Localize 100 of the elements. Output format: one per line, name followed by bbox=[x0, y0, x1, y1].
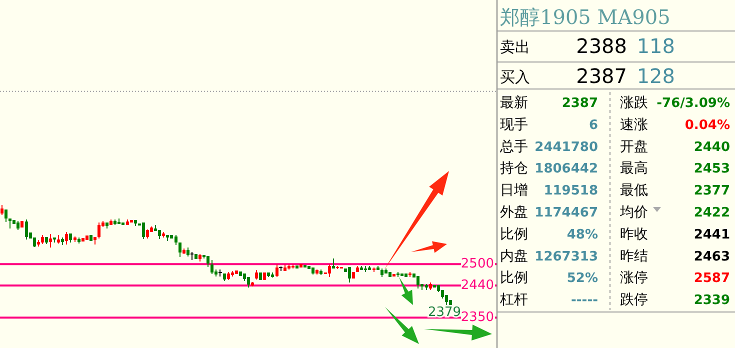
text: 1174467 bbox=[534, 206, 598, 220]
candlestick bbox=[206, 256, 210, 268]
candlestick bbox=[275, 264, 278, 278]
candlestick bbox=[400, 273, 404, 276]
text: -76/3.09% bbox=[656, 96, 730, 111]
text: 2441 bbox=[694, 227, 730, 242]
candlestick bbox=[110, 219, 113, 226]
text: 2387 bbox=[576, 64, 627, 88]
text: 日增 bbox=[500, 182, 528, 199]
text: 买入 bbox=[500, 68, 530, 86]
text: 均价 bbox=[619, 204, 648, 220]
candlestick bbox=[287, 264, 290, 270]
text: 0.04% bbox=[684, 118, 730, 133]
y-tick-label: 2440 bbox=[460, 278, 494, 294]
text: 118 bbox=[636, 34, 675, 58]
text: 最高 bbox=[620, 160, 648, 177]
text: 2422 bbox=[694, 206, 730, 220]
candlestick bbox=[49, 234, 52, 248]
text: 128 bbox=[636, 64, 675, 88]
text: 2453 bbox=[694, 162, 730, 177]
candlestick bbox=[278, 267, 283, 272]
candlestick bbox=[222, 273, 226, 282]
text: 涨停 bbox=[620, 270, 648, 286]
candlestick bbox=[57, 234, 60, 243]
candlestick bbox=[77, 237, 80, 244]
text: 最新 bbox=[500, 95, 528, 111]
candlestick bbox=[255, 270, 258, 280]
text: 2463 bbox=[694, 249, 730, 264]
text: 2440 bbox=[694, 140, 730, 155]
candlestick bbox=[332, 258, 335, 268]
candlestick bbox=[295, 266, 298, 268]
candlestick bbox=[214, 268, 218, 277]
text: 涨跌 bbox=[620, 95, 648, 111]
text: 内盘 bbox=[500, 248, 528, 264]
candlestick bbox=[97, 222, 100, 239]
candlestick bbox=[24, 219, 28, 240]
text: 开盘 bbox=[620, 138, 648, 155]
candlestick bbox=[36, 240, 40, 247]
candlestick bbox=[106, 222, 109, 229]
candlestick bbox=[170, 235, 174, 238]
candlestick bbox=[271, 272, 274, 277]
candlestick bbox=[242, 273, 246, 282]
candlestick bbox=[89, 235, 92, 241]
text: ----- bbox=[571, 293, 598, 308]
text: 速涨 bbox=[620, 116, 648, 133]
candlestick bbox=[352, 272, 356, 278]
candlestick bbox=[8, 218, 12, 229]
text: 2339 bbox=[694, 293, 730, 308]
candlestick bbox=[348, 266, 352, 283]
candlestick bbox=[69, 233, 72, 244]
text: 现手 bbox=[500, 116, 528, 133]
candlestick bbox=[12, 220, 16, 224]
candlestick bbox=[234, 270, 238, 274]
candlestick bbox=[134, 220, 137, 226]
candlestick bbox=[320, 268, 323, 276]
y-tick-label: 2350 bbox=[460, 310, 494, 326]
candlestick bbox=[178, 242, 182, 258]
text: 6 bbox=[588, 118, 598, 133]
text: 2441780 bbox=[534, 140, 598, 155]
candlestick bbox=[356, 265, 360, 272]
candlestick bbox=[226, 271, 230, 281]
candlestick bbox=[300, 264, 303, 268]
candlestick bbox=[432, 285, 436, 288]
candlestick bbox=[85, 236, 88, 240]
text: 外盘 bbox=[500, 204, 528, 220]
text: 119518 bbox=[544, 184, 598, 199]
text: 比例 bbox=[500, 270, 528, 286]
text: 52% bbox=[566, 271, 598, 286]
candlestick bbox=[44, 236, 48, 245]
text: 昨收 bbox=[620, 226, 648, 242]
candlestick bbox=[53, 237, 56, 244]
candlestick bbox=[166, 235, 170, 242]
candlestick bbox=[114, 219, 117, 226]
candlestick bbox=[424, 284, 428, 291]
text: 持仓 bbox=[500, 160, 528, 177]
candlestick bbox=[312, 268, 315, 275]
candlestick bbox=[186, 246, 190, 257]
text: 2377 bbox=[694, 184, 730, 199]
candlestick bbox=[20, 220, 24, 228]
text: 最低 bbox=[620, 182, 648, 199]
text: 郑醇1905 MA905 bbox=[500, 5, 670, 29]
candlestick bbox=[316, 270, 319, 275]
candlestick bbox=[93, 236, 96, 245]
candlestick bbox=[308, 266, 311, 270]
candlestick bbox=[40, 234, 44, 245]
candlestick bbox=[259, 272, 262, 280]
text: 比例 bbox=[500, 226, 528, 242]
candlestick bbox=[198, 254, 202, 262]
y-tick-label: 2500 bbox=[460, 256, 494, 272]
candlestick bbox=[4, 210, 8, 223]
candlestick bbox=[238, 271, 242, 276]
text: 2387 bbox=[562, 96, 598, 111]
candlestick bbox=[283, 264, 286, 271]
text: 杠杆 bbox=[499, 292, 528, 308]
text: 48% bbox=[566, 227, 598, 242]
candlestick bbox=[404, 273, 408, 277]
candlestick bbox=[61, 237, 64, 246]
text: 总手 bbox=[499, 138, 528, 155]
candlestick bbox=[328, 264, 331, 278]
text: 2388 bbox=[576, 34, 627, 58]
